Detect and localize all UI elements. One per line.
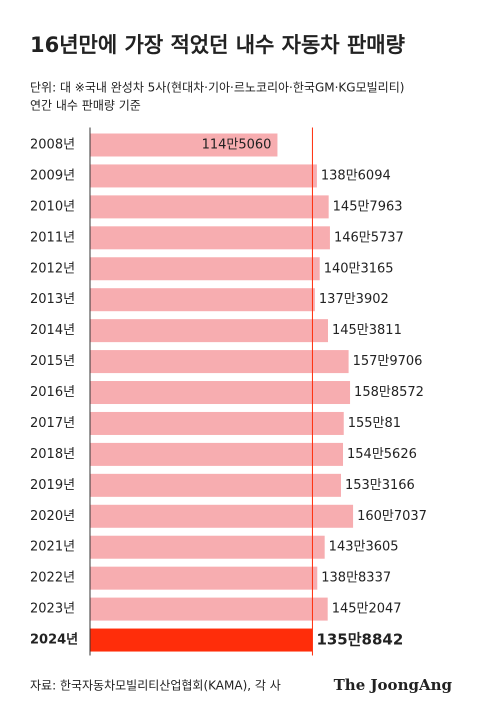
bar [90,195,329,219]
y-tick-label: 2013년 [30,292,75,307]
y-tick-label: 2019년 [30,478,75,493]
value-label: 155만81 [348,416,401,431]
value-label: 138만8337 [321,571,391,586]
y-tick-label: 2009년 [30,168,75,183]
bar [90,473,341,497]
bar [90,411,344,435]
y-tick-label: 2020년 [30,509,75,524]
value-label: 137만3902 [319,292,389,307]
value-label: 145만2047 [332,602,402,617]
y-tick-label: 2012년 [30,261,75,276]
bar [90,226,330,250]
bar [90,319,328,343]
bar [90,350,349,374]
y-tick-label: 2011년 [30,230,75,245]
y-tick-label: 2021년 [30,540,75,555]
value-label: 160만7037 [357,509,427,524]
value-label: 158만8572 [354,385,424,400]
y-tick-label: 2017년 [30,416,75,431]
y-tick-label: 2010년 [30,199,75,214]
bar [90,566,318,590]
subtitle: 단위: 대 ※국내 완성차 5사(현대차·기아·르노코리아·한국GM·KG모빌리… [30,81,404,95]
value-label: 135만8842 [316,631,403,649]
bar [90,504,354,528]
chart-title: 16년만에 가장 적었던 내수 자동차 판매량 [30,33,405,57]
bar [90,381,351,405]
bar [90,442,344,466]
logo: The JoongAng [334,676,453,694]
value-label: 140만3165 [324,261,394,276]
value-label: 114만5060 [202,138,272,153]
value-label: 145만7963 [333,199,403,214]
bar [90,164,317,188]
y-tick-label: 2016년 [30,385,75,400]
y-tick-label: 2023년 [30,602,75,617]
y-tick-label: 2022년 [30,571,75,586]
bar [90,597,328,621]
value-label: 145만3811 [332,323,402,338]
bar [90,628,313,652]
bar [90,257,320,281]
y-tick-label: 2024년 [30,633,78,648]
y-tick-label: 2008년 [30,138,75,153]
value-label: 157만9706 [353,354,423,369]
value-label: 154만5626 [347,447,417,462]
value-label: 143만3605 [329,540,399,555]
y-tick-label: 2015년 [30,354,75,369]
value-label: 153만3166 [345,478,415,493]
bar [90,288,315,312]
value-label: 146만5737 [334,230,404,245]
value-label: 138만6094 [321,168,391,183]
source: 자료: 한국자동차모빌리티산업협회(KAMA), 각 사 [30,679,281,693]
bar [90,133,278,157]
subtitle: 연간 내수 판매량 기준 [30,99,141,113]
y-tick-label: 2018년 [30,447,75,462]
bar [90,535,325,559]
y-tick-label: 2014년 [30,323,75,338]
